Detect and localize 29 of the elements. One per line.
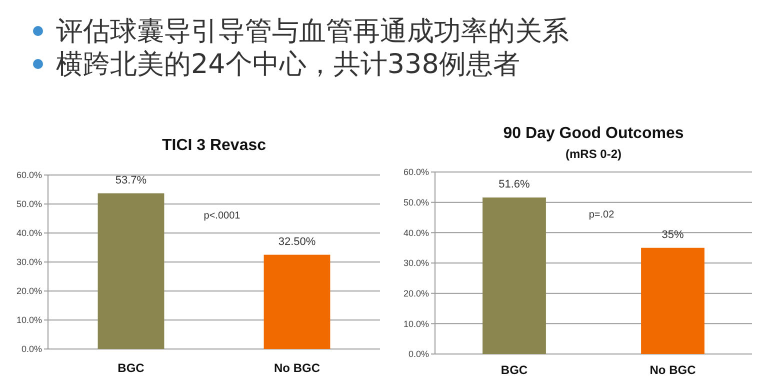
y-tick-label: 0.0% [21,344,42,354]
x-tick-label: No BGC [650,363,696,377]
chart-title: TICI 3 Revasc [162,137,266,154]
x-tick-label: BGC [118,361,145,375]
y-tick-label: 10.0% [403,318,429,329]
y-tick-label: 40.0% [403,228,429,238]
x-tick-label: BGC [500,363,528,377]
annotation: p<.0001 [204,210,241,222]
data-label: 51.6% [498,178,530,190]
annotation: p=.02 [588,210,615,220]
x-tick-label: No BGC [274,361,320,375]
text: 横跨北美的24个中心，共计338例患者 [56,49,520,80]
y-tick-label: 30.0% [16,257,42,268]
text: 评估球囊导引导管与血管再通成功率的关系 [56,16,569,47]
y-tick-label: 60.0% [16,170,42,180]
chart-title: 90 Day Good Outcomes [503,125,684,142]
y-tick-label: 10.0% [16,315,42,326]
y-tick-label: 0.0% [408,349,429,360]
data-label: 53.7% [115,174,147,186]
data-label: 32.50% [278,236,316,248]
y-tick-label: 60.0% [403,167,429,178]
y-tick-label: 50.0% [403,197,429,208]
y-tick-label: 20.0% [403,288,429,298]
y-tick-label: 40.0% [16,228,42,238]
chart-subtitle: (mRS 0-2) [565,147,622,161]
y-tick-label: 30.0% [403,258,429,268]
y-tick-label: 50.0% [16,199,42,210]
y-tick-label: 20.0% [16,286,42,296]
data-label: 35% [662,228,684,241]
